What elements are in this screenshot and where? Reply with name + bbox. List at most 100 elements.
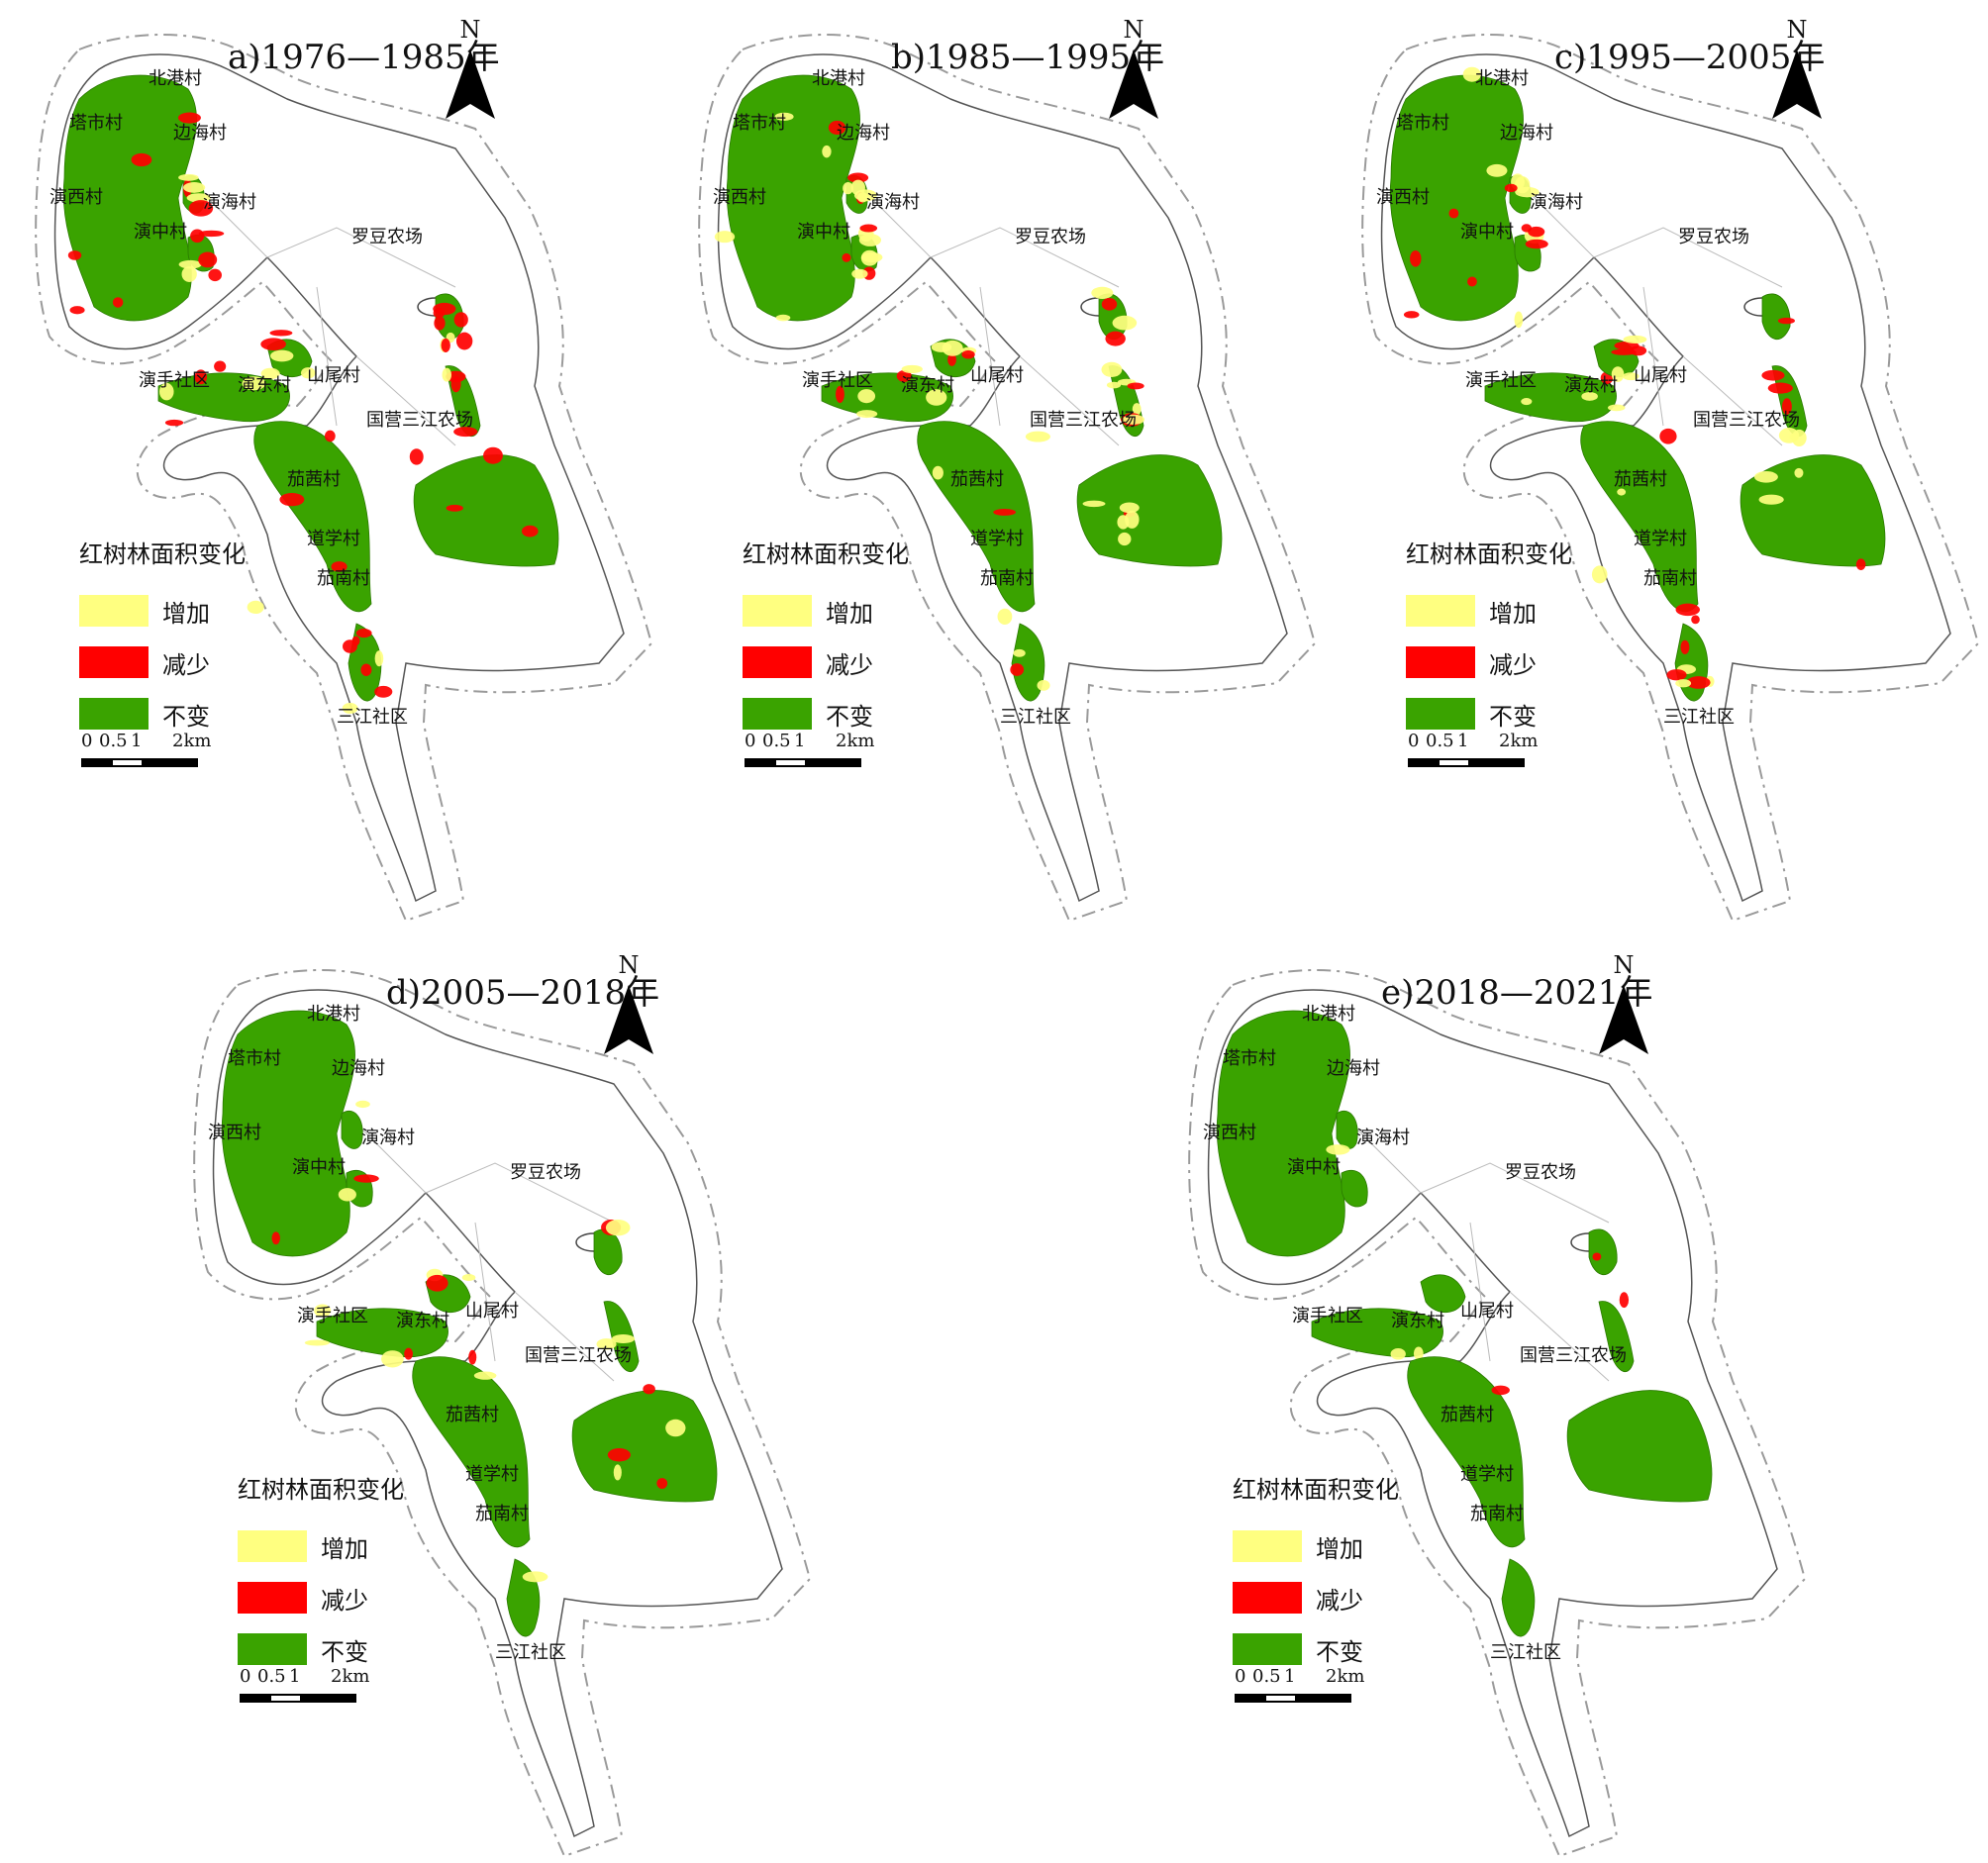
place-label-shanwei: 山尾村 [307,365,360,386]
place-label-guoying: 国营三江农场 [1520,1345,1627,1366]
study-area-buffer [698,34,1317,923]
mangrove-increase [1794,467,1804,478]
scale-tick-label: 1 [131,731,143,751]
mangrove-decrease [947,352,956,366]
mangrove-decrease [269,330,293,337]
mangrove-increase [997,608,1013,625]
legend-label: 减少 [162,650,210,679]
legend-swatch [238,1633,307,1665]
mangrove-unchanged [412,1356,531,1548]
mangrove-unchanged [1674,623,1709,702]
mangrove-increase [381,1350,404,1368]
mangrove-increase [1514,311,1524,329]
mangrove-decrease [1855,558,1866,571]
mangrove-decrease [643,1384,655,1395]
map-panel-d: 北港村 塔市村 边海村 演西村 演海村 演中村 罗豆农场 演手社区 演东村 山尾村 国营三江农场 茄茜… [188,945,861,1858]
legend-item: 增加 [1233,1520,1490,1572]
place-label-yanshou: 演手社区 [297,1306,368,1326]
coastline [1380,53,1951,903]
legend-item: 不变 [743,688,1000,739]
legend-item: 减少 [743,637,1000,688]
mangrove-increase [247,600,264,615]
place-label-jiaxi: 茄茜村 [950,469,1004,490]
mangrove-decrease [409,448,424,465]
legend-swatch [743,646,812,678]
mangrove-increase [611,1334,636,1344]
coastline [53,53,625,903]
place-label-jianan: 茄南村 [475,1504,529,1524]
mangrove-unchanged [571,1390,718,1503]
legend-item: 不变 [1233,1623,1490,1675]
scale-tick-label: 0.5 [99,731,128,751]
mangrove-decrease [1619,1292,1630,1309]
study-area-buffer [193,969,812,1858]
mangrove-increase [270,349,294,362]
place-label-guoying: 国营三江农场 [1030,410,1137,431]
mangrove-decrease [828,120,846,136]
mangrove-decrease [859,224,878,233]
legend-label: 增加 [1316,1534,1363,1563]
place-label-yandong: 演东村 [1564,375,1618,396]
place-label-yanzhong: 演中村 [1460,222,1514,243]
mangrove-increase [158,382,174,401]
mangrove-increase [338,1188,356,1202]
mangrove-decrease [1491,1385,1510,1396]
mangrove-unchanged [316,1308,448,1358]
mangrove-decrease [194,369,208,385]
legend-title: 红树林面积变化 [743,540,909,568]
mangrove-increase [183,182,206,193]
legend-item: 不变 [238,1623,495,1675]
mangrove-decrease [1767,382,1793,394]
scale-tick-label: 0 [1235,1666,1246,1687]
coastline [1207,989,1778,1838]
legend-title: 红树林面积变化 [79,540,246,568]
mangrove-unchanged [1598,1301,1635,1372]
scale-tick-label: 0.5 [762,731,791,751]
panel-title: b)1985—1995年 [891,38,1165,77]
mangrove-unchanged [917,421,1036,613]
scale-tick-label: 2km [1499,731,1539,751]
legend-label: 减少 [321,1586,368,1615]
scale-tick-label: 0.5 [257,1666,286,1687]
place-label-yanzhong: 演中村 [797,222,850,243]
mangrove-decrease [190,229,205,244]
place-label-sanjiang: 三江社区 [337,707,408,728]
mangrove-unchanged [726,74,860,322]
mangrove-unchanged [1501,1558,1536,1637]
legend-item: 不变 [79,688,337,739]
mangrove-decrease [198,230,225,238]
mangrove-decrease [198,251,218,268]
mangrove-increase [1462,66,1481,82]
legend-swatch [743,698,812,730]
mangrove-decrease [69,306,85,315]
mangrove-increase [186,193,211,203]
mangrove-decrease [847,172,869,183]
admin-boundaries [1341,1113,1610,1382]
scale-tick-label: 1 [794,731,806,751]
mangrove-increase [822,145,832,158]
place-label-yandong: 演东村 [1391,1311,1444,1331]
mangrove-increase [860,251,883,263]
mangrove-increase [665,1419,686,1437]
place-label-shanwei: 山尾村 [970,365,1024,386]
mangrove-decrease [842,252,851,262]
mangrove-increase [613,1464,622,1481]
mangrove-decrease [1410,250,1422,267]
mangrove-increase [1112,315,1138,331]
north-label: N [618,951,640,979]
mangrove-decrease [1504,183,1518,193]
legend-swatch [1406,595,1475,627]
legend-swatch [1233,1530,1302,1562]
mangrove-decrease [1448,208,1459,219]
mangrove-decrease [1467,276,1477,287]
mangrove-decrease [355,629,372,638]
mangrove-increase [714,231,736,244]
legend-label: 不变 [1316,1637,1363,1666]
mangrove-increase [1581,391,1598,401]
place-label-yanxi: 演西村 [1376,187,1430,208]
panel-title: d)2005—2018年 [386,973,660,1013]
legend-swatch [238,1582,307,1614]
